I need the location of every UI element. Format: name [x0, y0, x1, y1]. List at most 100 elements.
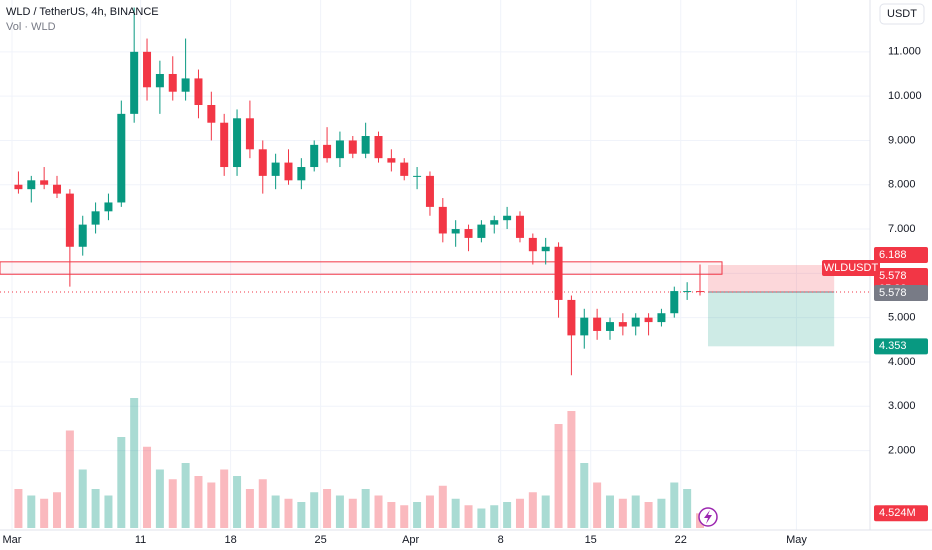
- candle-body: [91, 211, 100, 225]
- x-tick-label: Apr: [402, 534, 419, 546]
- candle-body: [65, 193, 74, 247]
- volume-bar: [117, 437, 126, 528]
- volume-bar: [413, 502, 422, 528]
- last-price-label: 5.578: [879, 270, 907, 282]
- volume-bar: [323, 489, 332, 528]
- volume-bar: [168, 479, 177, 528]
- symbol-label: WLDUSDT: [824, 262, 879, 274]
- candle-body: [27, 180, 36, 190]
- candle-body: [400, 162, 409, 176]
- volume-bar: [451, 498, 460, 528]
- candle-body: [503, 215, 512, 221]
- currency-button[interactable]: [879, 3, 925, 25]
- candle-body: [40, 180, 49, 185]
- y-tick-label: 10.000: [888, 90, 922, 102]
- y-tick-label: 5.000: [888, 312, 916, 324]
- stop-label-bg: [874, 247, 928, 264]
- y-tick-label: 11.000: [888, 46, 921, 58]
- y-tick-label: 2.000: [888, 444, 916, 456]
- candle-body: [245, 118, 254, 150]
- candle-body: [194, 78, 203, 105]
- volume-bar: [605, 495, 614, 528]
- volume-bar: [490, 505, 499, 528]
- candle-body: [631, 317, 640, 327]
- candle-body: [515, 215, 524, 238]
- candle-body: [567, 299, 576, 336]
- volume-bar: [464, 505, 473, 528]
- entry-label: 5.578: [879, 287, 907, 299]
- volume-bar: [361, 489, 370, 528]
- candle-body: [130, 51, 139, 114]
- candle-body: [464, 229, 473, 238]
- volume-bar: [14, 489, 23, 528]
- candle-body: [117, 113, 126, 203]
- volume-bar: [27, 495, 36, 528]
- volume-bar: [400, 505, 409, 528]
- chart-title: WLD / TetherUS, 4h, BINANCE: [6, 6, 159, 18]
- y-tick-label: 3.000: [888, 400, 916, 412]
- candle-body: [168, 73, 177, 92]
- volume-bar: [554, 424, 563, 528]
- x-tick-label: 15: [585, 534, 597, 546]
- volume-bar: [477, 508, 486, 528]
- stop-area: [708, 265, 835, 293]
- stop-label: 6.188: [879, 249, 907, 261]
- volume-bar: [503, 502, 512, 528]
- volume-bar: [567, 411, 576, 528]
- candle-body: [104, 202, 113, 212]
- candle-body: [233, 118, 242, 168]
- candle-body: [683, 291, 692, 293]
- candle-body: [374, 136, 383, 159]
- candle-body: [490, 220, 499, 225]
- volume-bar: [348, 498, 357, 528]
- candle-body: [644, 317, 653, 323]
- candle-body: [451, 229, 460, 234]
- volume-bar: [670, 482, 679, 528]
- candle-body: [670, 291, 679, 314]
- volume-bar: [580, 463, 589, 528]
- volume-bar: [91, 489, 100, 528]
- volume-bar: [155, 469, 164, 528]
- candle-body: [14, 184, 23, 190]
- volume-bar: [528, 492, 537, 528]
- candle-body: [438, 206, 447, 234]
- candle-body: [310, 144, 319, 168]
- candle-body: [181, 78, 190, 92]
- candle-body: [528, 237, 537, 252]
- candle-body: [477, 224, 486, 238]
- volume-bar: [310, 492, 319, 528]
- volume-bar: [143, 446, 152, 528]
- y-tick-label: 9.000: [888, 134, 916, 146]
- candle-body: [618, 322, 627, 327]
- volume-bar: [515, 498, 524, 528]
- volume-bar: [387, 502, 396, 528]
- x-tick-label: Mar: [3, 534, 22, 546]
- candle-body: [207, 104, 216, 123]
- volume-bar: [593, 482, 602, 528]
- candle-body: [554, 246, 563, 300]
- volume-bar: [335, 495, 344, 528]
- volume-bar: [104, 495, 113, 528]
- volume-bar: [194, 476, 203, 528]
- candle-body: [53, 184, 62, 194]
- y-tick-label: 4.000: [888, 356, 916, 368]
- volume-bar: [65, 430, 74, 528]
- candle-body: [323, 144, 332, 159]
- volume-bar: [220, 469, 229, 528]
- symbol-bg: [822, 260, 880, 277]
- volume-bar: [425, 495, 434, 528]
- candle-body: [284, 162, 293, 181]
- candle-body: [220, 122, 229, 168]
- volume-bar: [374, 495, 383, 528]
- volume-bar: [271, 495, 280, 528]
- currency-label[interactable]: USDT: [887, 8, 917, 20]
- volume-bar: [40, 498, 49, 528]
- volume-bar: [245, 489, 254, 528]
- candle-body: [335, 140, 344, 159]
- x-tick-label: 18: [224, 534, 236, 546]
- volume-bar: [53, 492, 62, 528]
- candle-body: [657, 313, 666, 323]
- target-label: 4.353: [879, 340, 907, 352]
